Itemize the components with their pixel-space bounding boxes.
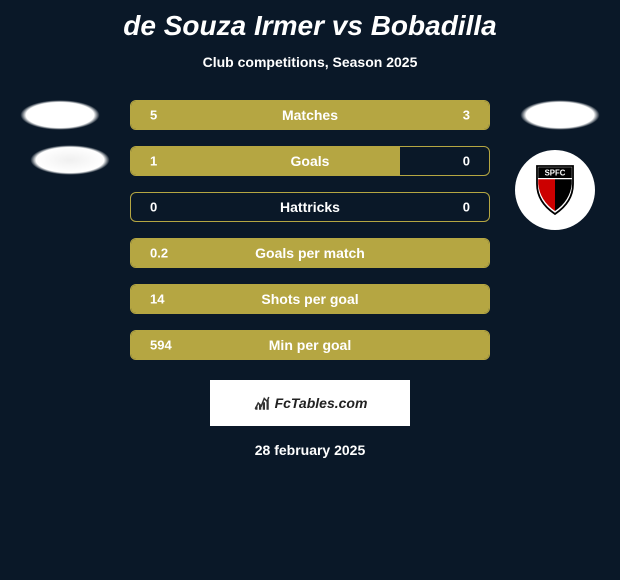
stat-row: 1 Goals 0	[0, 146, 620, 176]
stat-value-right: 0	[463, 200, 470, 215]
stat-label: Shots per goal	[261, 291, 358, 307]
stat-label: Hattricks	[280, 199, 340, 215]
stat-row: 594 Min per goal	[0, 330, 620, 360]
stat-value-left: 14	[150, 292, 164, 307]
stat-row: 14 Shots per goal	[0, 284, 620, 314]
footer-brand-badge: FcTables.com	[210, 380, 410, 426]
stat-label: Matches	[282, 107, 338, 123]
page-title: de Souza Irmer vs Bobadilla	[0, 0, 620, 42]
chart-icon	[253, 394, 271, 412]
stat-label: Goals	[291, 153, 330, 169]
stat-row: 0 Hattricks 0	[0, 192, 620, 222]
stat-row: 0.2 Goals per match	[0, 238, 620, 268]
footer-date: 28 february 2025	[0, 442, 620, 458]
stat-label: Goals per match	[255, 245, 365, 261]
stat-bar-left	[131, 147, 400, 175]
stat-value-left: 5	[150, 108, 157, 123]
stat-value-left: 594	[150, 338, 172, 353]
stat-row: 5 Matches 3	[0, 100, 620, 130]
stat-label: Min per goal	[269, 337, 351, 353]
stat-value-left: 1	[150, 154, 157, 169]
stat-value-right: 3	[463, 108, 470, 123]
stat-value-left: 0	[150, 200, 157, 215]
stats-container: SPFC 5Matches31Goals00Hattricks00.2Goals…	[0, 100, 620, 360]
stat-value-right: 0	[463, 154, 470, 169]
stat-value-left: 0.2	[150, 246, 168, 261]
footer-brand-text: FcTables.com	[275, 395, 368, 411]
subtitle: Club competitions, Season 2025	[0, 54, 620, 70]
